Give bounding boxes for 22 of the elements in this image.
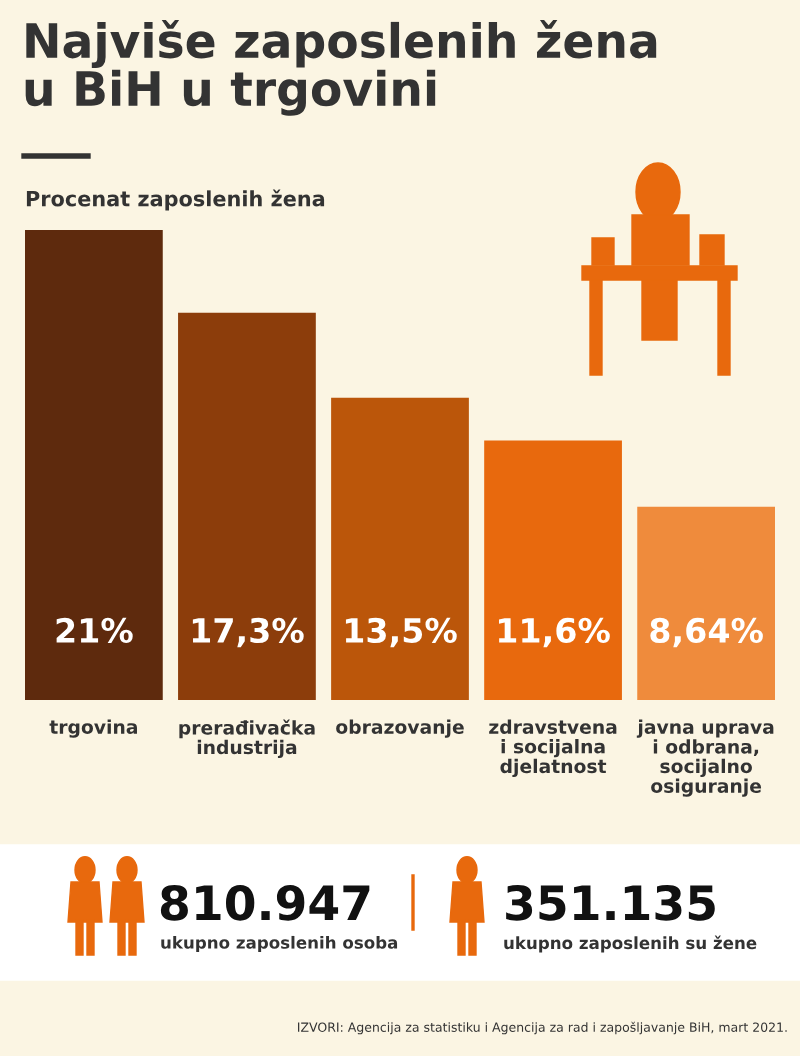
text: 810.947 [160,884,370,921]
data-label: 11,6% [499,617,610,648]
x-tick-label: trgovina [49,719,137,738]
bar [178,312,316,700]
data-label: 17,3% [192,617,304,648]
text: ukupno zaposlenih osoba [161,935,398,953]
chart-subtitle: Procenat zaposlenih žena [26,189,325,211]
x-tick-label: zdravstvena i socijalna djelatnost [489,719,617,778]
x-tick-label: javna uprava i odbrana, socijalno osiguranje [636,719,774,797]
bar [25,230,163,700]
text: IZVORI: Agencija za statistiku i Agencija za rad i zapošljavanje BiH, mart 2021. [298,1021,787,1035]
text: 351.135 [506,884,715,921]
bar [331,397,469,700]
x-tick-label: obrazovanje [336,719,464,738]
bar [484,440,622,700]
data-label: 13,5% [345,617,457,648]
x-tick-label: prerađivačka industrija [179,719,315,759]
bar [637,506,775,700]
chart-title: Najviše zaposlenih žena u BiH u trgovini [25,20,657,116]
text: ukupno zaposlenih su žene [504,935,757,953]
data-label: 8,64% [650,617,763,648]
data-label: 21% [56,617,133,644]
